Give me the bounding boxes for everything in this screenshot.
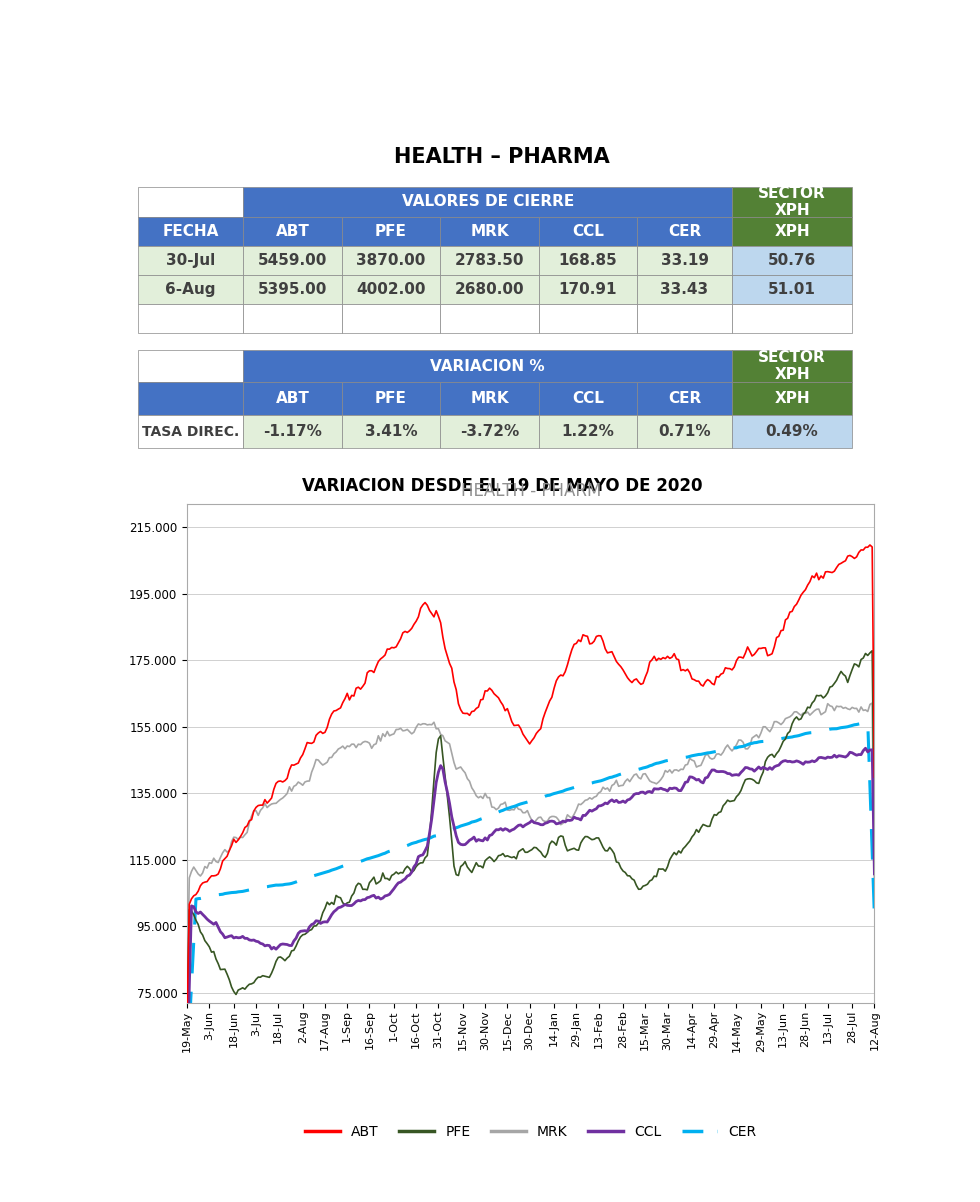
- FancyBboxPatch shape: [637, 275, 732, 304]
- Text: CER: CER: [668, 224, 701, 239]
- FancyBboxPatch shape: [637, 245, 732, 275]
- FancyBboxPatch shape: [539, 416, 637, 448]
- Text: CCL: CCL: [572, 224, 604, 239]
- FancyBboxPatch shape: [243, 382, 342, 416]
- FancyBboxPatch shape: [243, 188, 732, 216]
- FancyBboxPatch shape: [539, 382, 637, 416]
- FancyBboxPatch shape: [342, 275, 440, 304]
- Text: 170.91: 170.91: [559, 282, 617, 297]
- Text: 4002.00: 4002.00: [357, 282, 425, 297]
- FancyBboxPatch shape: [342, 216, 440, 245]
- FancyBboxPatch shape: [732, 350, 853, 382]
- FancyBboxPatch shape: [137, 382, 243, 416]
- Text: CCL: CCL: [572, 392, 604, 406]
- Text: -3.72%: -3.72%: [460, 424, 519, 439]
- Text: FECHA: FECHA: [163, 224, 219, 239]
- FancyBboxPatch shape: [637, 304, 732, 333]
- Text: 33.19: 33.19: [661, 252, 709, 268]
- Text: VALORES DE CIERRE: VALORES DE CIERRE: [402, 195, 574, 209]
- FancyBboxPatch shape: [539, 304, 637, 333]
- FancyBboxPatch shape: [732, 304, 853, 333]
- Text: 3.41%: 3.41%: [365, 424, 417, 439]
- Text: -1.17%: -1.17%: [264, 424, 322, 439]
- Text: 0.49%: 0.49%: [765, 424, 818, 439]
- FancyBboxPatch shape: [440, 304, 539, 333]
- FancyBboxPatch shape: [637, 216, 732, 245]
- Text: PFE: PFE: [375, 392, 407, 406]
- Text: 33.43: 33.43: [661, 282, 709, 297]
- Text: 50.76: 50.76: [768, 252, 816, 268]
- Text: XPH: XPH: [774, 224, 809, 239]
- Text: 30-Jul: 30-Jul: [166, 252, 216, 268]
- Text: 1.22%: 1.22%: [562, 424, 614, 439]
- FancyBboxPatch shape: [637, 382, 732, 416]
- Text: PFE: PFE: [375, 224, 407, 239]
- Text: 3870.00: 3870.00: [357, 252, 425, 268]
- FancyBboxPatch shape: [137, 416, 243, 448]
- Text: 5395.00: 5395.00: [258, 282, 327, 297]
- FancyBboxPatch shape: [440, 245, 539, 275]
- FancyBboxPatch shape: [732, 245, 853, 275]
- FancyBboxPatch shape: [137, 245, 243, 275]
- Text: VARIACION DESDE EL 19 DE MAYO DE 2020: VARIACION DESDE EL 19 DE MAYO DE 2020: [302, 476, 703, 494]
- FancyBboxPatch shape: [539, 216, 637, 245]
- FancyBboxPatch shape: [342, 382, 440, 416]
- FancyBboxPatch shape: [243, 216, 342, 245]
- Text: ABT: ABT: [275, 392, 310, 406]
- Text: 2680.00: 2680.00: [455, 282, 524, 297]
- FancyBboxPatch shape: [342, 245, 440, 275]
- FancyBboxPatch shape: [342, 416, 440, 448]
- FancyBboxPatch shape: [137, 216, 243, 245]
- Text: CER: CER: [668, 392, 701, 406]
- FancyBboxPatch shape: [440, 416, 539, 448]
- Text: VARIACION %: VARIACION %: [430, 358, 545, 374]
- FancyBboxPatch shape: [342, 304, 440, 333]
- Text: 168.85: 168.85: [559, 252, 617, 268]
- Text: MRK: MRK: [470, 392, 509, 406]
- FancyBboxPatch shape: [243, 350, 732, 382]
- Text: 6-Aug: 6-Aug: [166, 282, 216, 297]
- FancyBboxPatch shape: [137, 304, 243, 333]
- Text: 0.71%: 0.71%: [659, 424, 710, 439]
- Text: 2783.50: 2783.50: [455, 252, 524, 268]
- FancyBboxPatch shape: [137, 350, 243, 382]
- Text: XPH: XPH: [774, 392, 809, 406]
- FancyBboxPatch shape: [732, 416, 853, 448]
- FancyBboxPatch shape: [539, 245, 637, 275]
- FancyBboxPatch shape: [732, 216, 853, 245]
- FancyBboxPatch shape: [243, 275, 342, 304]
- FancyBboxPatch shape: [137, 188, 243, 216]
- Text: TASA DIREC.: TASA DIREC.: [142, 424, 239, 439]
- FancyBboxPatch shape: [732, 382, 853, 416]
- Text: MRK: MRK: [470, 224, 509, 239]
- FancyBboxPatch shape: [539, 275, 637, 304]
- Text: ABT: ABT: [275, 224, 310, 239]
- Text: 5459.00: 5459.00: [258, 252, 327, 268]
- FancyBboxPatch shape: [440, 275, 539, 304]
- FancyBboxPatch shape: [732, 275, 853, 304]
- Text: SECTOR
XPH: SECTOR XPH: [759, 186, 826, 218]
- FancyBboxPatch shape: [243, 416, 342, 448]
- FancyBboxPatch shape: [440, 382, 539, 416]
- FancyBboxPatch shape: [243, 245, 342, 275]
- FancyBboxPatch shape: [732, 188, 853, 216]
- FancyBboxPatch shape: [440, 216, 539, 245]
- Text: HEALTH – PHARMA: HEALTH – PHARMA: [394, 147, 611, 167]
- Text: SECTOR
XPH: SECTOR XPH: [759, 350, 826, 382]
- FancyBboxPatch shape: [243, 304, 342, 333]
- Text: 51.01: 51.01: [768, 282, 816, 297]
- FancyBboxPatch shape: [637, 416, 732, 448]
- FancyBboxPatch shape: [137, 275, 243, 304]
